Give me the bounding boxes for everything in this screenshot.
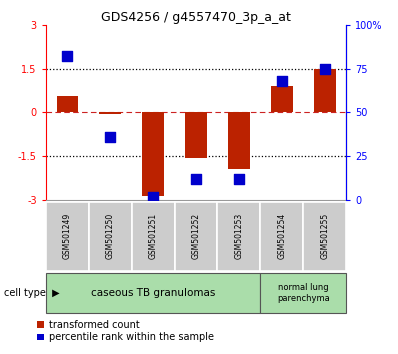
Bar — [260, 273, 346, 313]
Bar — [303, 202, 346, 271]
Point — [322, 66, 328, 72]
Legend: transformed count, percentile rank within the sample: transformed count, percentile rank withi… — [37, 320, 215, 342]
Bar — [175, 202, 217, 271]
Text: GSM501253: GSM501253 — [234, 213, 244, 259]
Text: GSM501249: GSM501249 — [63, 213, 72, 259]
Bar — [100, 113, 121, 114]
Point — [279, 78, 285, 84]
Bar — [46, 273, 260, 313]
Bar — [314, 69, 336, 113]
Bar — [185, 113, 207, 158]
Text: GSM501255: GSM501255 — [320, 213, 329, 259]
Point — [193, 176, 199, 182]
Text: GSM501252: GSM501252 — [191, 213, 201, 259]
Bar — [132, 202, 175, 271]
Bar — [46, 202, 89, 271]
Bar — [57, 96, 78, 113]
Point — [150, 194, 156, 199]
Text: GSM501251: GSM501251 — [148, 213, 158, 259]
Title: GDS4256 / g4557470_3p_a_at: GDS4256 / g4557470_3p_a_at — [101, 11, 291, 24]
Text: caseous TB granulomas: caseous TB granulomas — [91, 288, 215, 298]
Bar — [142, 113, 164, 196]
Bar — [260, 202, 303, 271]
Bar — [217, 202, 260, 271]
Bar — [228, 113, 250, 169]
Point — [236, 176, 242, 182]
Point — [64, 53, 70, 59]
Bar — [89, 202, 132, 271]
Text: normal lung
parenchyma: normal lung parenchyma — [277, 283, 330, 303]
Text: GSM501254: GSM501254 — [277, 213, 287, 259]
Bar — [271, 86, 293, 113]
Text: cell type  ▶: cell type ▶ — [4, 288, 60, 298]
Point — [107, 134, 113, 140]
Text: GSM501250: GSM501250 — [105, 213, 115, 259]
